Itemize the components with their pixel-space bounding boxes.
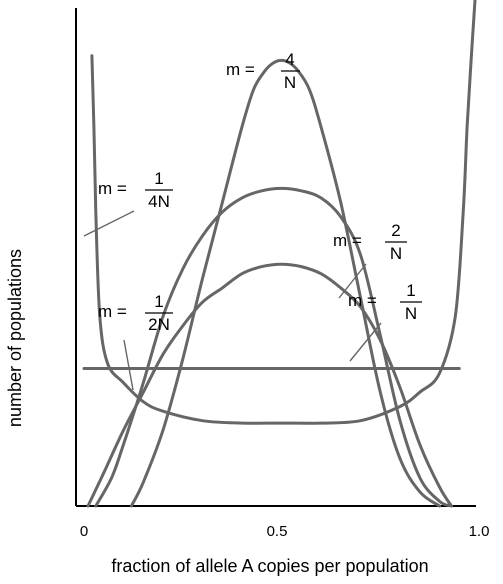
- series-label-numerator: 1: [406, 281, 415, 300]
- series-label-numerator: 1: [154, 292, 163, 311]
- label-leader-line: [123, 339, 134, 391]
- series-label-denominator: N: [405, 304, 417, 323]
- series-label-prefix: m =: [98, 179, 127, 198]
- series-label: m = 2 N: [333, 221, 407, 263]
- series-label: m = 1 2N: [98, 292, 173, 334]
- x-tick-label: 0: [80, 523, 88, 540]
- series-label-numerator: 4: [285, 50, 294, 69]
- label-leader-line: [349, 322, 382, 362]
- series-label: m = 4 N: [226, 50, 300, 92]
- y-axis-title: number of populations: [5, 249, 25, 427]
- series-label-numerator: 2: [391, 221, 400, 240]
- series-label: m = 1 N: [348, 281, 422, 323]
- series-label-numerator: 1: [154, 169, 163, 188]
- series-label-prefix: m =: [98, 302, 127, 321]
- series-line-m-1-over-4n: [90, 0, 477, 425]
- series-line-m-2-over-n: [94, 186, 453, 508]
- series-label-denominator: 4N: [148, 192, 170, 211]
- series-label-prefix: m =: [226, 60, 255, 79]
- label-leader-line: [83, 210, 135, 237]
- x-tick-label: 0.5: [267, 523, 288, 540]
- series-label-prefix: m =: [333, 231, 362, 250]
- series-label-prefix: m =: [348, 291, 377, 310]
- series-label-denominator: N: [284, 73, 296, 92]
- series-line-m-1-over-n: [86, 262, 453, 508]
- series-line-m-4-over-n: [129, 58, 441, 508]
- series-label-denominator: N: [390, 244, 402, 263]
- label-leader-line: [338, 263, 367, 299]
- series-label-denominator: 2N: [148, 315, 170, 334]
- x-tick-label: 1.0: [469, 523, 490, 540]
- x-axis-title: fraction of allele A copies per populati…: [111, 556, 428, 576]
- series-label: m = 1 4N: [98, 169, 173, 211]
